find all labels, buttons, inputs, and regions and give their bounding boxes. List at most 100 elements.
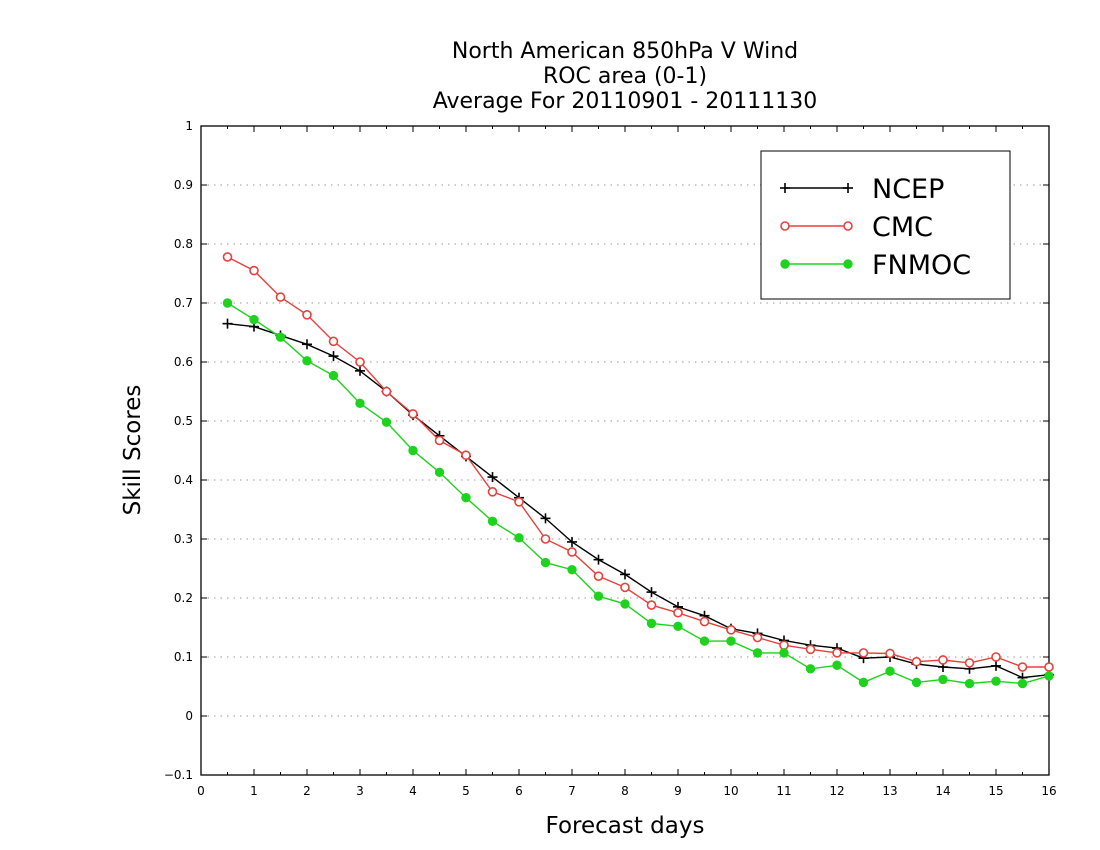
x-tick-label: 12: [829, 784, 844, 798]
data-point-fnmoc: [1044, 671, 1054, 681]
x-tick-label: 7: [568, 784, 576, 798]
data-point-cmc: [646, 600, 657, 610]
data-point-cmc: [540, 534, 551, 544]
series-fnmoc: [222, 298, 1054, 689]
y-tick-label: 0.7: [174, 296, 193, 310]
series-line-fnmoc: [227, 302, 1050, 685]
data-point-cmc: [911, 656, 922, 667]
y-tick-label: 0.9: [174, 178, 193, 192]
legend-marker: [780, 183, 790, 193]
data-point-cmc: [328, 336, 339, 347]
legend: NCEP CMC FNMOC: [760, 150, 1011, 300]
data-point-ncep: [222, 318, 233, 329]
data-point-fnmoc: [620, 599, 630, 609]
legend-box: [760, 150, 1011, 300]
data-point-fnmoc: [911, 677, 922, 688]
data-point-cmc: [1044, 662, 1054, 672]
data-point-fnmoc: [487, 516, 498, 526]
x-tick-label: 16: [1041, 784, 1056, 798]
x-tick-label: 10: [723, 784, 738, 798]
data-point-fnmoc: [885, 666, 895, 676]
x-tick-label: 13: [882, 784, 897, 798]
data-point-fnmoc: [567, 564, 577, 575]
legend-marker: [843, 221, 853, 231]
data-point-fnmoc: [991, 676, 1001, 686]
legend-label: CMC: [872, 212, 933, 243]
data-point-cmc: [699, 616, 710, 627]
y-tick-label: 0.3: [174, 532, 193, 546]
data-point-ncep: [593, 554, 604, 565]
data-point-fnmoc: [779, 648, 789, 658]
x-tick-label: 5: [462, 784, 470, 798]
data-point-fnmoc: [249, 314, 259, 325]
data-point-cmc: [1017, 662, 1028, 672]
title-line-2: ROC area (0-1): [543, 64, 707, 89]
y-tick-label: 0.5: [174, 414, 193, 428]
legend-marker: [780, 259, 790, 269]
x-tick-label: 15: [988, 784, 1003, 798]
data-point-ncep: [540, 513, 551, 524]
data-point-cmc: [461, 450, 471, 461]
data-point-fnmoc: [540, 557, 551, 568]
x-tick-label: 6: [515, 784, 523, 798]
data-point-cmc: [620, 582, 630, 593]
data-point-ncep: [328, 351, 339, 362]
y-tick-label: 0.6: [174, 355, 193, 369]
data-point-ncep: [487, 472, 498, 483]
y-tick-label: 0.1: [174, 650, 193, 664]
series-ncep: [222, 318, 1054, 683]
data-point-fnmoc: [593, 591, 604, 601]
title-line-3: Average For 20110901 - 20111130: [433, 89, 818, 114]
data-point-cmc: [222, 252, 233, 262]
data-point-ncep: [302, 339, 312, 350]
y-axis-ticks: −0.1 0 0.1 0.2 0.3 0.4 0.5 0.6 0.7 0.8 0.9 1: [164, 119, 1049, 782]
data-point-ncep: [646, 587, 657, 598]
data-point-fnmoc: [381, 417, 392, 427]
y-tick-label: 0.8: [174, 237, 193, 251]
data-point-fnmoc: [805, 664, 816, 674]
y-tick-label: 0.4: [174, 473, 193, 487]
data-point-fnmoc: [938, 674, 948, 685]
x-tick-label: 1: [250, 784, 258, 798]
data-point-cmc: [726, 625, 736, 635]
data-point-cmc: [249, 265, 259, 276]
data-point-cmc: [779, 640, 789, 651]
data-point-fnmoc: [726, 636, 736, 646]
data-point-cmc: [567, 547, 577, 557]
data-point-cmc: [938, 655, 948, 665]
data-point-cmc: [673, 607, 683, 618]
legend-marker: [843, 183, 853, 193]
data-point-cmc: [275, 292, 286, 302]
y-tick-label: 1: [185, 119, 193, 133]
data-point-fnmoc: [355, 398, 365, 408]
legend-marker: [843, 259, 853, 269]
data-point-cmc: [487, 486, 498, 497]
data-point-cmc: [805, 644, 816, 655]
data-point-fnmoc: [646, 618, 657, 629]
data-point-ncep: [620, 569, 630, 580]
data-point-fnmoc: [514, 533, 524, 543]
data-point-fnmoc: [328, 370, 339, 381]
x-tick-label: 3: [356, 784, 364, 798]
y-tick-label: 0: [185, 709, 193, 723]
y-tick-label: 0.2: [174, 591, 193, 605]
data-point-fnmoc: [302, 356, 312, 366]
data-point-ncep: [567, 536, 577, 547]
series-cmc: [222, 252, 1054, 672]
legend-item-cmc: CMC: [780, 212, 933, 243]
data-point-fnmoc: [434, 467, 445, 478]
grid-lines: [201, 184, 1049, 717]
data-point-fnmoc: [461, 493, 471, 503]
data-point-fnmoc: [752, 648, 763, 658]
data-point-ncep: [991, 660, 1001, 671]
data-point-cmc: [302, 309, 312, 320]
legend-label: NCEP: [872, 174, 944, 205]
data-point-cmc: [752, 632, 763, 643]
x-tick-label: 2: [303, 784, 311, 798]
series-line-cmc: [227, 256, 1049, 668]
data-point-cmc: [355, 357, 365, 367]
x-tick-label: 8: [621, 784, 629, 798]
x-tick-label: 9: [674, 784, 682, 798]
